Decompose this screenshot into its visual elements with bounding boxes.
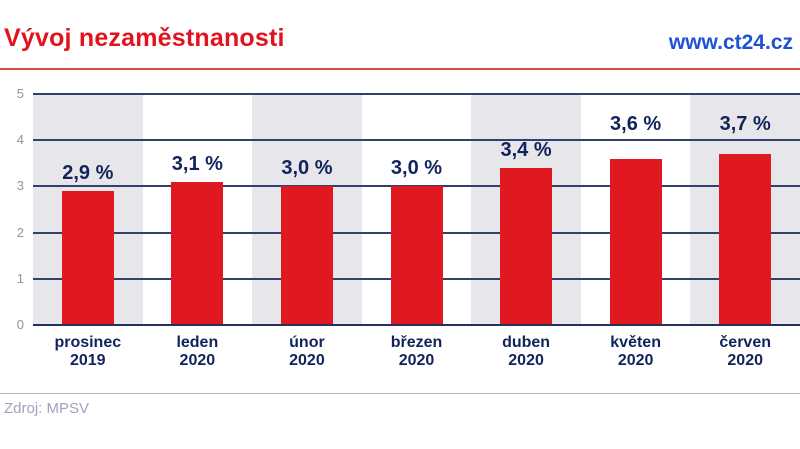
bar-březen-2020: [390, 186, 443, 325]
x-axis-label-červen: červen 2020: [719, 334, 771, 369]
bar-prosinec-2019: [61, 191, 114, 325]
x-axis-label-květen: květen 2020: [610, 334, 661, 369]
x-axis-label-prosinec: prosinec 2019: [54, 334, 122, 369]
bar-value-label: 3,7 %: [719, 113, 771, 136]
page-title: Vývoj nezaměstnanosti: [4, 24, 285, 52]
bar-value-label: 3,1 %: [171, 152, 223, 175]
y-tick-label-1: 1: [16, 270, 24, 286]
title-divider: [0, 68, 800, 70]
x-axis-label-únor: únor 2020: [289, 334, 325, 369]
bar-value-label: 3,0 %: [390, 157, 443, 180]
gridline-5: [33, 93, 800, 95]
bar-value-label: 3,6 %: [610, 113, 662, 136]
plot-area: 2,9 % 3,1 % 3,0 % 3,0 % 3,4 % 3,6 % 3,7 %: [33, 93, 800, 326]
y-tick-label-5: 5: [16, 86, 24, 101]
footer-divider: [0, 393, 800, 394]
bar-únor-2020: [280, 186, 333, 325]
y-tick-label-2: 2: [16, 224, 24, 240]
y-tick-label-3: 3: [16, 178, 24, 194]
x-axis-label-duben: duben 2020: [502, 334, 551, 369]
y-axis: 0 1 2 3 4 5: [0, 86, 24, 332]
bar-leden-2020: [171, 181, 224, 325]
gridline-4: [33, 139, 800, 142]
y-tick-label-0: 0: [16, 317, 24, 332]
x-axis-label-březen: březen 2020: [390, 334, 443, 369]
bar-value-label: 3,4 %: [500, 138, 552, 161]
site-link[interactable]: www.ct24.cz: [668, 31, 793, 54]
bar-value-label: 2,9 %: [62, 162, 114, 185]
bar-value-label: 3,0 %: [281, 157, 333, 180]
x-axis-label-leden: leden 2020: [176, 334, 219, 369]
bar-květen-2020: [609, 158, 662, 325]
bar-červen-2020: [719, 154, 772, 325]
source-note: Zdroj: MPSV: [4, 400, 90, 417]
y-tick-label-4: 4: [16, 132, 24, 148]
gridline-0: [33, 324, 800, 326]
bar-duben-2020: [500, 167, 553, 325]
x-axis: prosinec 2019 leden 2020 únor 2020 březen 2020 d…: [33, 334, 800, 376]
